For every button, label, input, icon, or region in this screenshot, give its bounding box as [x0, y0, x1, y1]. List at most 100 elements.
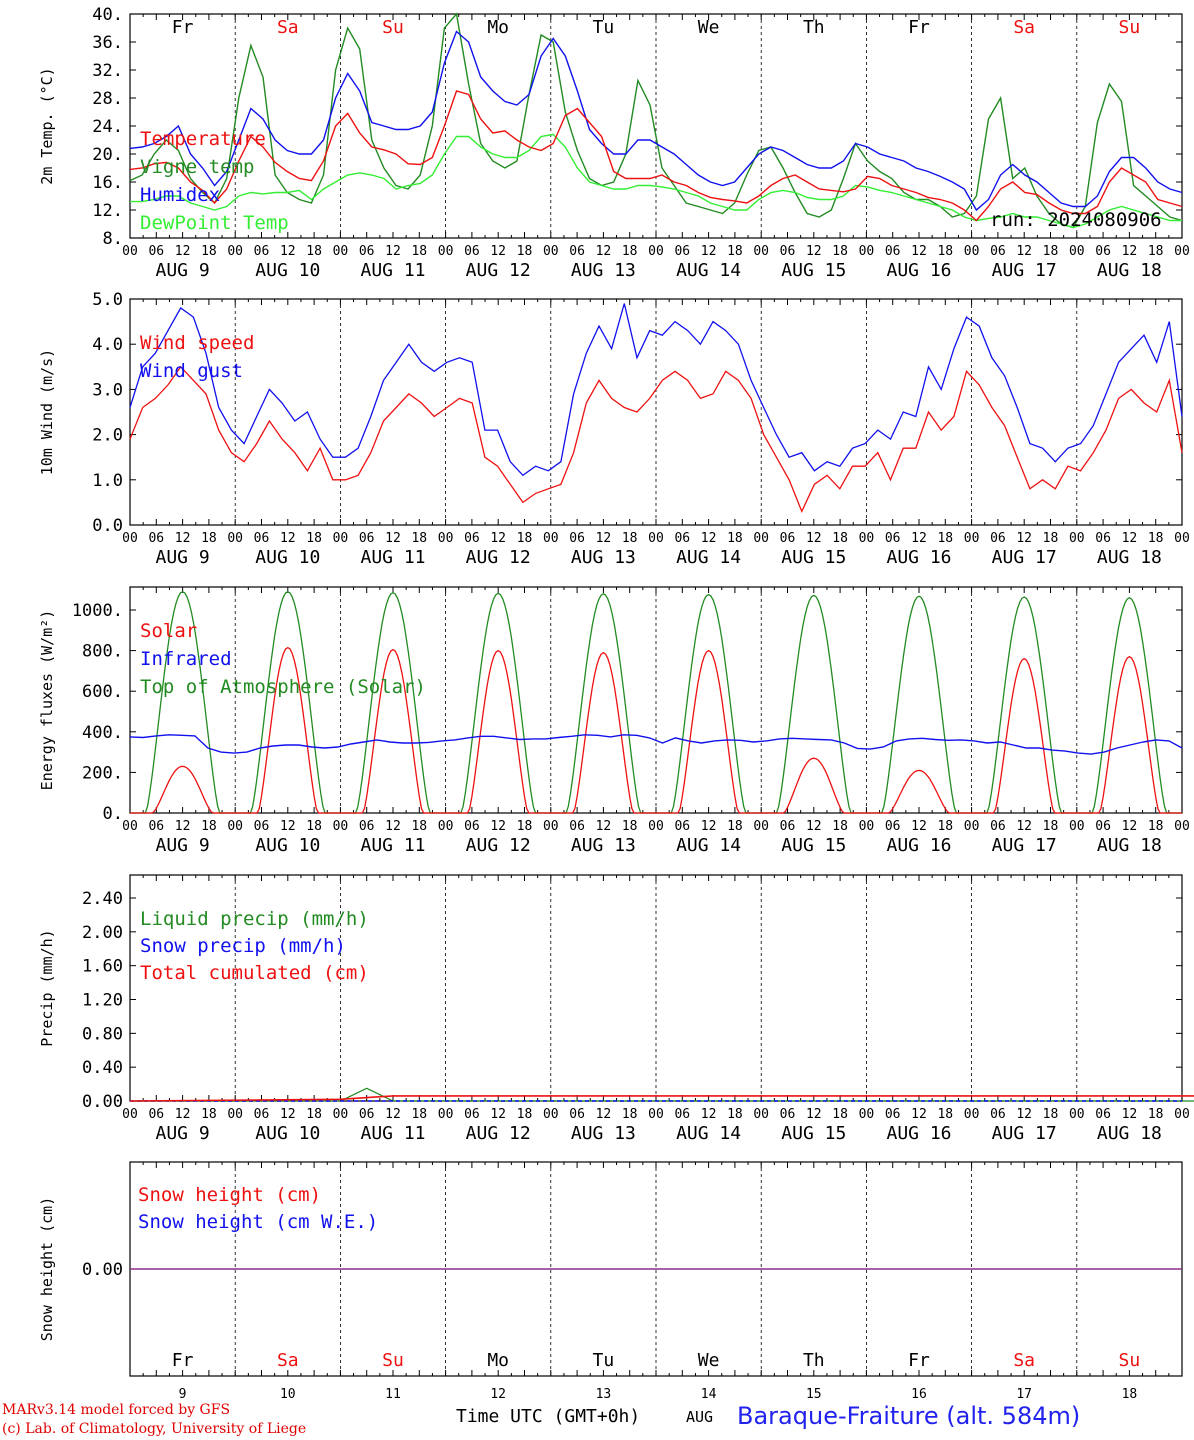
- x-hour-label: 06: [464, 531, 480, 546]
- x-hour-label: 12: [1016, 531, 1032, 546]
- x-hour-label: 12: [806, 819, 822, 834]
- weekday-label: Su: [1119, 17, 1141, 38]
- x-date-label: AUG 18: [1097, 1123, 1162, 1144]
- x-hour-label: 12: [385, 819, 401, 834]
- x-hour-label: 06: [569, 819, 585, 834]
- x-hour-label: 12: [806, 244, 822, 259]
- x-hour-label: 06: [674, 244, 690, 259]
- x-date-label: AUG 9: [156, 260, 210, 281]
- x-date-label: AUG 11: [360, 1123, 425, 1144]
- x-hour-label: 00: [964, 531, 980, 546]
- x-date-label: AUG 17: [992, 835, 1057, 856]
- legend-entry: Temperature: [140, 128, 266, 150]
- x-hour-label: 00: [1174, 819, 1190, 834]
- x-hour-label: 18: [517, 819, 533, 834]
- x-date-label: AUG 15: [781, 1123, 846, 1144]
- x-hour-label: 06: [464, 244, 480, 259]
- x-hour-label: 00: [1174, 531, 1190, 546]
- x-hour-label: 00: [648, 244, 664, 259]
- y-axis-label: Precip (mm/h): [38, 929, 56, 1046]
- x-hour-label: 00: [1069, 244, 1085, 259]
- x-hour-label: 18: [937, 819, 953, 834]
- x-hour-label: 00: [543, 244, 559, 259]
- legend-entry: Wind gust: [140, 360, 243, 382]
- x-hour-label: 00: [1069, 531, 1085, 546]
- x-hour-label: 00: [543, 819, 559, 834]
- x-date-label: AUG 10: [255, 835, 320, 856]
- x-hour-label: 18: [1148, 1107, 1164, 1122]
- y-axis-label: 10m Wind (m/s): [38, 349, 56, 475]
- x-hour-label: 12: [175, 1107, 191, 1122]
- y-tick-label: 1.60: [82, 957, 123, 977]
- x-hour-label: 06: [780, 244, 796, 259]
- x-hour-label: 12: [701, 244, 717, 259]
- x-hour-label: 12: [280, 1107, 296, 1122]
- x-hour-label: 12: [1122, 244, 1138, 259]
- x-hour-label: 00: [122, 1107, 138, 1122]
- weekday-label: Th: [803, 1350, 825, 1371]
- x-hour-label: 00: [227, 244, 243, 259]
- y-tick-label: 0.40: [82, 1058, 123, 1078]
- x-hour-label: 06: [674, 1107, 690, 1122]
- x-date-label: AUG 14: [676, 835, 741, 856]
- series-line-temperature: [129, 90, 1183, 222]
- lab-credit: (c) Lab. of Climatology, University of L…: [2, 1421, 307, 1437]
- x-hour-label: 18: [622, 244, 638, 259]
- x-hour-label: 06: [254, 819, 270, 834]
- x-hour-label: 12: [806, 531, 822, 546]
- x-hour-label: 06: [780, 531, 796, 546]
- day-number-label: 17: [1016, 1387, 1032, 1402]
- x-hour-label: 18: [832, 819, 848, 834]
- x-hour-label: 00: [122, 244, 138, 259]
- y-tick-label: 400.: [82, 723, 123, 743]
- x-date-label: AUG 10: [255, 1123, 320, 1144]
- series-line-wind-gust: [129, 303, 1183, 477]
- x-hour-label: 00: [964, 819, 980, 834]
- x-hour-label: 12: [175, 531, 191, 546]
- weekday-label: Su: [382, 1350, 404, 1371]
- y-tick-label: 20.: [92, 145, 123, 165]
- x-hour-label: 12: [701, 531, 717, 546]
- time-axis-label: Time UTC (GMT+0h): [456, 1406, 641, 1427]
- weekday-label: Su: [382, 17, 404, 38]
- x-hour-label: 06: [464, 819, 480, 834]
- weekday-label: Mo: [487, 1350, 509, 1371]
- weekday-label: We: [698, 17, 720, 38]
- x-hour-label: 18: [622, 1107, 638, 1122]
- x-hour-label: 00: [859, 531, 875, 546]
- y-tick-label: 12.: [92, 201, 123, 221]
- y-tick-label: 2.40: [82, 889, 123, 909]
- x-date-label: AUG 15: [781, 260, 846, 281]
- x-hour-label: 06: [780, 819, 796, 834]
- x-date-label: AUG 12: [466, 1123, 531, 1144]
- x-hour-label: 18: [937, 244, 953, 259]
- x-hour-label: 12: [911, 531, 927, 546]
- x-date-label: AUG 16: [886, 1123, 951, 1144]
- x-hour-label: 18: [622, 819, 638, 834]
- y-tick-label: 800.: [82, 642, 123, 662]
- weekday-label: Th: [803, 17, 825, 38]
- x-hour-label: 00: [753, 531, 769, 546]
- x-hour-label: 06: [1095, 819, 1111, 834]
- x-hour-label: 06: [1095, 531, 1111, 546]
- x-hour-label: 06: [254, 531, 270, 546]
- x-hour-label: 06: [885, 819, 901, 834]
- weekday-label: Fr: [908, 1350, 930, 1371]
- x-hour-label: 00: [122, 819, 138, 834]
- y-tick-label: 16.: [92, 173, 123, 193]
- x-hour-label: 00: [648, 819, 664, 834]
- legend-entry: Vigne temp: [140, 156, 254, 178]
- y-tick-label: 32.: [92, 61, 123, 81]
- x-hour-label: 06: [148, 531, 164, 546]
- x-hour-label: 00: [964, 1107, 980, 1122]
- y-tick-label: 4.0: [92, 335, 123, 355]
- x-hour-label: 00: [964, 244, 980, 259]
- x-hour-label: 06: [148, 244, 164, 259]
- legend-entry: Snow height (cm W.E.): [138, 1211, 378, 1233]
- x-date-label: AUG 17: [992, 547, 1057, 568]
- x-hour-label: 00: [438, 531, 454, 546]
- y-tick-label: 28.: [92, 89, 123, 109]
- run-label: run: 2024080906: [990, 209, 1162, 231]
- x-hour-label: 06: [990, 244, 1006, 259]
- x-date-label: AUG 18: [1097, 260, 1162, 281]
